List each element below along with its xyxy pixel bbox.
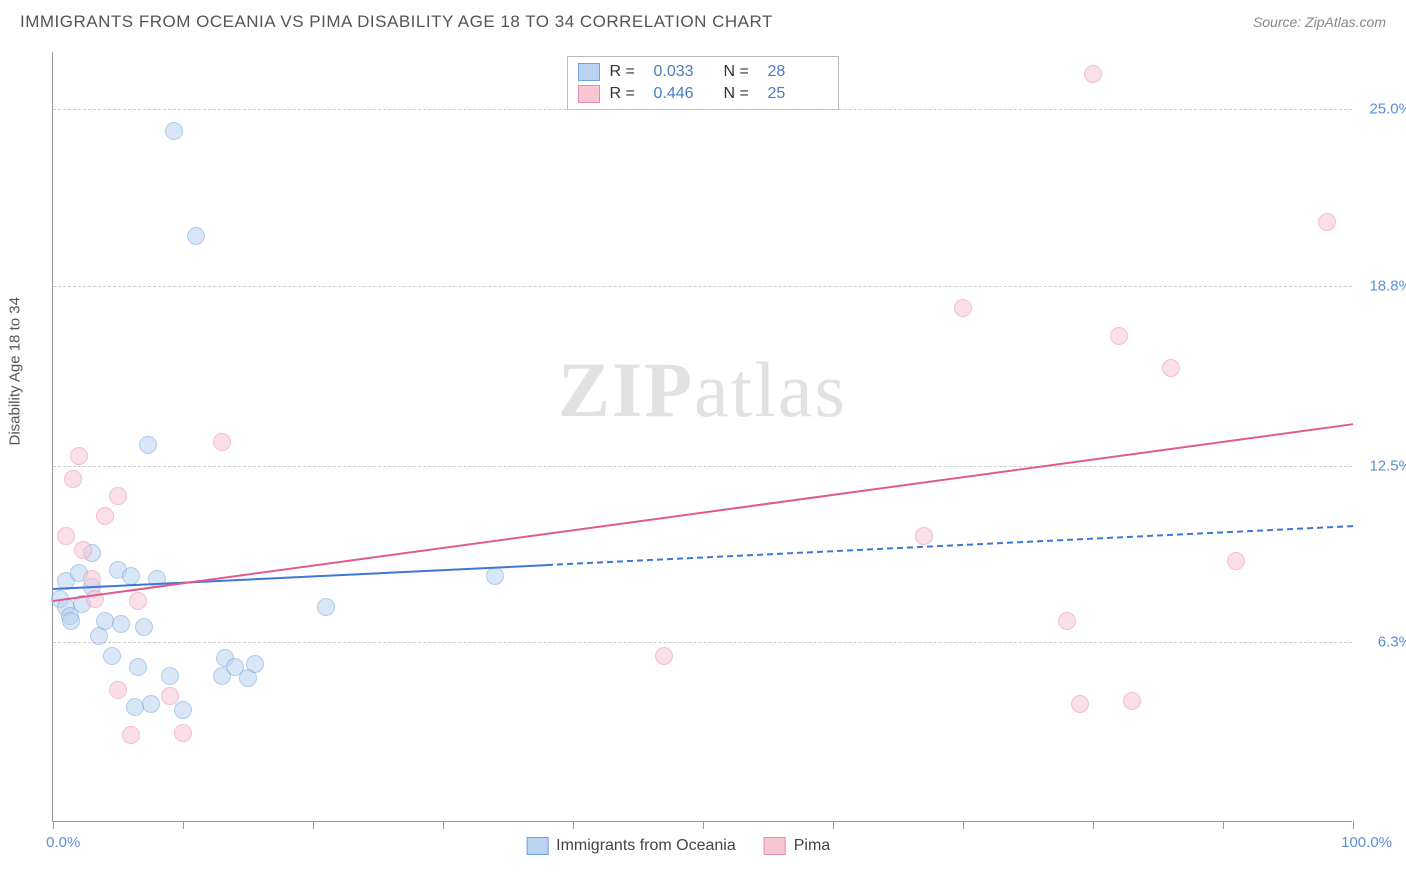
legend-row: R = 0.446 N = 25 bbox=[578, 83, 828, 105]
grid-line bbox=[53, 109, 1352, 110]
data-point bbox=[122, 726, 140, 744]
data-point bbox=[86, 590, 104, 608]
data-point bbox=[62, 612, 80, 630]
data-point bbox=[655, 647, 673, 665]
data-point bbox=[161, 667, 179, 685]
x-tick bbox=[1353, 821, 1354, 829]
x-tick bbox=[53, 821, 54, 829]
data-point bbox=[954, 299, 972, 317]
x-tick bbox=[833, 821, 834, 829]
x-tick bbox=[573, 821, 574, 829]
legend-item: Pima bbox=[764, 837, 830, 855]
x-axis-min-label: 0.0% bbox=[46, 834, 80, 851]
header: IMMIGRANTS FROM OCEANIA VS PIMA DISABILI… bbox=[0, 0, 1406, 40]
correlation-legend: R = 0.033 N = 28 R = 0.446 N = 25 bbox=[567, 56, 839, 110]
legend-row: R = 0.033 N = 28 bbox=[578, 61, 828, 83]
legend-item: Immigrants from Oceania bbox=[526, 837, 736, 855]
data-point bbox=[109, 681, 127, 699]
x-tick bbox=[313, 821, 314, 829]
legend-swatch bbox=[578, 63, 600, 81]
data-point bbox=[1084, 65, 1102, 83]
y-tick-label: 6.3% bbox=[1378, 634, 1406, 651]
data-point bbox=[112, 615, 130, 633]
x-tick bbox=[703, 821, 704, 829]
trend-line bbox=[53, 423, 1353, 602]
data-point bbox=[165, 122, 183, 140]
data-point bbox=[213, 433, 231, 451]
data-point bbox=[122, 567, 140, 585]
scatter-chart: ZIPatlas Disability Age 18 to 34 0.0% 10… bbox=[52, 52, 1352, 822]
data-point bbox=[1058, 612, 1076, 630]
x-tick bbox=[443, 821, 444, 829]
x-tick bbox=[1093, 821, 1094, 829]
source-attribution: Source: ZipAtlas.com bbox=[1253, 14, 1386, 30]
grid-line bbox=[53, 642, 1352, 643]
data-point bbox=[64, 470, 82, 488]
data-point bbox=[103, 647, 121, 665]
legend-n-value: 25 bbox=[768, 85, 828, 103]
legend-swatch bbox=[578, 85, 600, 103]
series-legend: Immigrants from Oceania Pima bbox=[526, 837, 830, 855]
legend-label: Pima bbox=[794, 837, 830, 855]
data-point bbox=[1071, 695, 1089, 713]
data-point bbox=[486, 567, 504, 585]
data-point bbox=[1227, 552, 1245, 570]
data-point bbox=[142, 695, 160, 713]
data-point bbox=[174, 701, 192, 719]
legend-swatch bbox=[526, 837, 548, 855]
chart-title: IMMIGRANTS FROM OCEANIA VS PIMA DISABILI… bbox=[20, 12, 773, 32]
watermark: ZIPatlas bbox=[558, 345, 847, 435]
grid-line bbox=[53, 286, 1352, 287]
grid-line bbox=[53, 466, 1352, 467]
data-point bbox=[57, 527, 75, 545]
data-point bbox=[1318, 213, 1336, 231]
data-point bbox=[915, 527, 933, 545]
data-point bbox=[139, 436, 157, 454]
legend-r-value: 0.446 bbox=[654, 85, 714, 103]
data-point bbox=[1123, 692, 1141, 710]
data-point bbox=[1110, 327, 1128, 345]
legend-r-value: 0.033 bbox=[654, 63, 714, 81]
data-point bbox=[174, 724, 192, 742]
x-axis-max-label: 100.0% bbox=[1341, 834, 1392, 851]
data-point bbox=[246, 655, 264, 673]
data-point bbox=[96, 507, 114, 525]
legend-n-value: 28 bbox=[768, 63, 828, 81]
data-point bbox=[109, 487, 127, 505]
data-point bbox=[129, 592, 147, 610]
legend-label: Immigrants from Oceania bbox=[556, 837, 736, 855]
data-point bbox=[135, 618, 153, 636]
legend-n-label: N = bbox=[724, 85, 758, 103]
legend-swatch bbox=[764, 837, 786, 855]
y-tick-label: 18.8% bbox=[1369, 277, 1406, 294]
legend-n-label: N = bbox=[724, 63, 758, 81]
data-point bbox=[317, 598, 335, 616]
data-point bbox=[74, 541, 92, 559]
x-tick bbox=[183, 821, 184, 829]
legend-r-label: R = bbox=[610, 85, 644, 103]
data-point bbox=[1162, 359, 1180, 377]
y-tick-label: 25.0% bbox=[1369, 101, 1406, 118]
x-tick bbox=[963, 821, 964, 829]
data-point bbox=[161, 687, 179, 705]
data-point bbox=[70, 447, 88, 465]
x-tick bbox=[1223, 821, 1224, 829]
legend-r-label: R = bbox=[610, 63, 644, 81]
y-axis-label: Disability Age 18 to 34 bbox=[7, 297, 24, 445]
data-point bbox=[187, 227, 205, 245]
y-tick-label: 12.5% bbox=[1369, 457, 1406, 474]
data-point bbox=[129, 658, 147, 676]
